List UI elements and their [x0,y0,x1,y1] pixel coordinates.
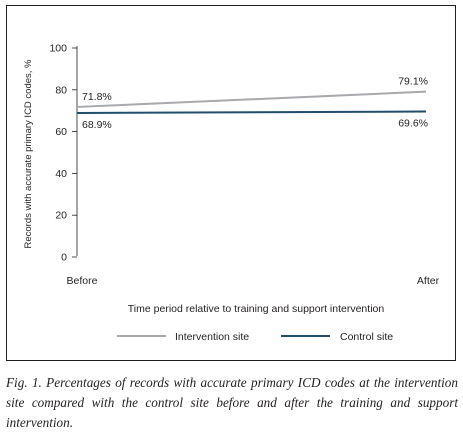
y-tick-label: 100 [49,43,67,55]
y-tick-label: 40 [55,168,67,180]
series-line-control [76,110,427,114]
y-tick-label: 60 [55,126,67,138]
y-tick-label: 0 [61,252,67,264]
y-axis-label: Records with accurate primary ICD codes,… [23,59,34,249]
series-group: 71.8% 79.1% 68.9% 69.6% [76,76,428,131]
data-label: 68.9% [82,119,112,131]
data-label: 69.6% [398,118,428,130]
legend: Intervention site Control site [117,331,393,343]
figure-caption: Fig. 1. Percentages of records with accu… [6,375,458,430]
y-tick-label: 80 [55,84,67,96]
legend-label-intervention: Intervention site [175,331,249,343]
legend-label-control: Control site [340,331,393,343]
figure-frame [6,5,456,361]
y-tick-label: 20 [55,210,67,222]
x-tick-label-after: After [417,275,440,287]
x-tick-label-before: Before [67,275,98,287]
data-label: 71.8% [82,91,112,103]
data-label: 79.1% [398,76,428,88]
y-ticks: 0 20 40 60 80 100 [49,43,77,264]
series-line-intervention [76,90,427,108]
x-axis-label: Time period relative to training and sup… [128,303,385,315]
